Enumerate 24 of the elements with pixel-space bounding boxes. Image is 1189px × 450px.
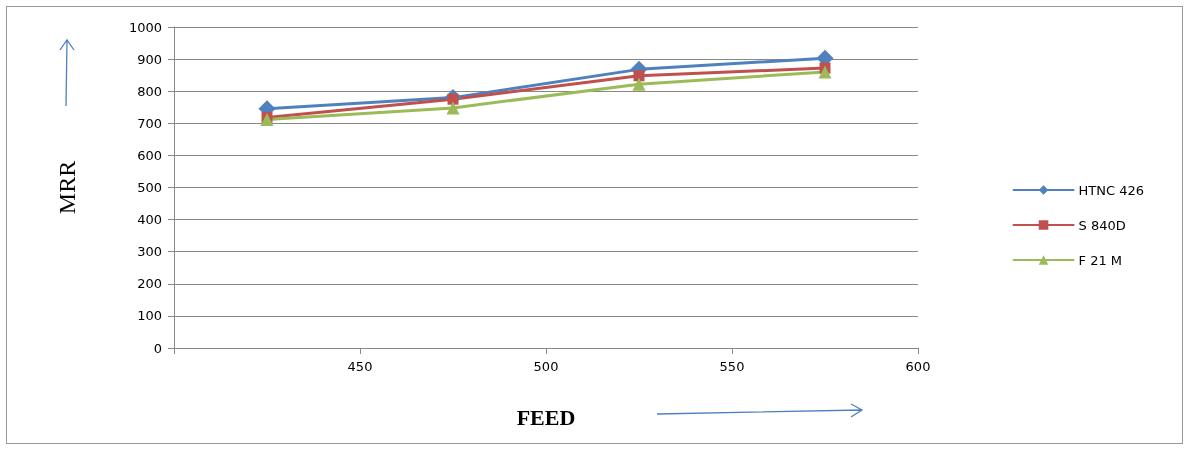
y-axis-title: MRR [54, 160, 80, 215]
x-axis-title: FEED [516, 404, 576, 430]
point [446, 101, 460, 115]
y-tick-label: 0 [153, 340, 162, 356]
y-tick-label: 300 [137, 244, 162, 260]
point [818, 65, 832, 79]
x-tick-label: 500 [533, 359, 559, 374]
point [633, 70, 645, 82]
y-tick-label: 500 [137, 180, 162, 195]
legend-label: F 21 M [1078, 252, 1123, 268]
x-tick-label: 600 [905, 359, 931, 374]
legend-label: HTNC 426 [1078, 182, 1145, 198]
legend-label: S 840D [1078, 217, 1126, 233]
x-tick-label: 550 [719, 359, 745, 374]
y-tick-label: 800 [137, 83, 162, 99]
y-tick-label: 700 [137, 115, 162, 131]
y-tick-label: 100 [137, 308, 162, 324]
y-tick-label: 200 [137, 276, 162, 292]
point [632, 77, 646, 91]
y-tick-label: 600 [137, 147, 162, 163]
y-tick-label: 900 [137, 51, 162, 67]
x-tick-label: 450 [347, 359, 373, 374]
y-tick-label: 1000 [128, 19, 162, 35]
y-tick-label: 400 [137, 212, 162, 228]
